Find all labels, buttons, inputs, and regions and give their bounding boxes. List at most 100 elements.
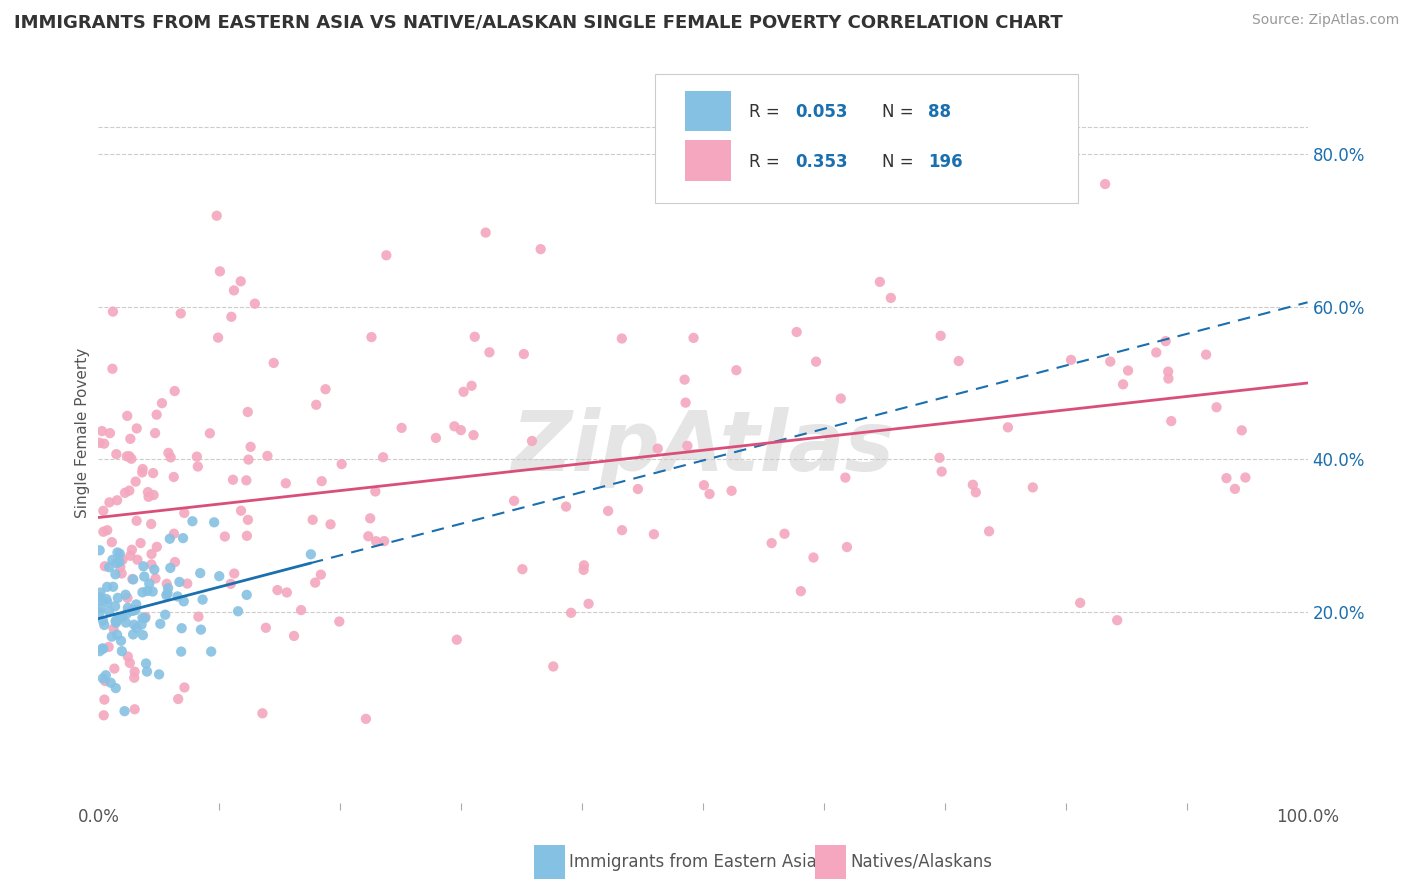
Point [675,395,697,409]
Point [239,440,262,454]
Point [305,398,328,412]
Point [676,439,699,453]
Point [598,504,620,518]
Point [163,470,186,484]
Point [543,659,565,673]
Text: 196: 196 [928,153,963,170]
Point [90,601,112,615]
Point [91,641,114,656]
Point [693,478,716,492]
Point [156,586,179,600]
Point [235,474,257,488]
Point [1157,365,1180,379]
Point [928,450,950,465]
Point [136,665,159,679]
Point [578,597,600,611]
Point [136,584,159,599]
Point [138,490,160,504]
Point [946,173,969,187]
Text: 0.053: 0.053 [794,103,848,121]
Point [131,617,153,632]
Point [115,409,138,423]
Point [146,540,169,554]
Point [311,474,333,488]
Point [555,500,578,514]
Point [304,575,326,590]
Point [803,550,825,565]
Point [682,331,704,345]
Point [134,611,156,625]
Point [121,604,143,618]
Point [835,540,858,554]
Point [122,627,145,641]
Point [1144,345,1167,359]
Point [163,526,186,541]
Point [157,446,180,460]
Point [830,392,852,406]
Point [364,484,387,499]
Point [330,457,353,471]
Point [111,610,134,624]
Point [101,580,124,594]
Point [121,572,143,586]
Bar [685,140,731,181]
Point [997,420,1019,434]
Point [786,325,808,339]
Point [108,547,131,561]
Point [90,593,112,607]
Point [105,493,128,508]
Point [122,573,145,587]
Point [114,588,136,602]
Point [156,577,179,591]
Point [141,558,163,572]
Point [136,485,159,500]
Point [122,617,145,632]
Point [166,590,188,604]
Point [103,622,125,636]
Point [117,649,139,664]
Point [150,396,173,410]
Point [111,566,134,581]
Point [105,615,128,630]
Point [236,529,259,543]
Point [1107,613,1129,627]
Point [170,621,193,635]
Point [202,516,225,530]
Point [720,483,742,498]
Point [187,459,209,474]
Point [1094,177,1116,191]
Point [132,559,155,574]
Point [143,426,166,441]
Point [131,462,153,476]
Point [1223,482,1246,496]
Point [132,628,155,642]
Text: Source: ZipAtlas.com: Source: ZipAtlas.com [1251,13,1399,28]
Point [163,555,186,569]
Point [101,553,124,567]
Text: 0.353: 0.353 [794,153,848,170]
Point [101,304,124,318]
Point [207,331,229,345]
Point [814,153,837,167]
Point [118,656,141,670]
Point [360,330,382,344]
Point [131,611,153,625]
Point [929,328,952,343]
Point [93,618,115,632]
Point [254,621,277,635]
Point [98,495,121,509]
Point [443,419,465,434]
Point [115,615,138,630]
Point [142,584,165,599]
Point [135,610,157,624]
Point [125,421,148,435]
Point [229,504,252,518]
Point [319,517,342,532]
Point [1234,470,1257,484]
Point [931,465,953,479]
Point [187,609,209,624]
Point [977,524,1000,539]
Point [89,585,111,599]
Point [252,706,274,721]
Point [610,331,633,345]
